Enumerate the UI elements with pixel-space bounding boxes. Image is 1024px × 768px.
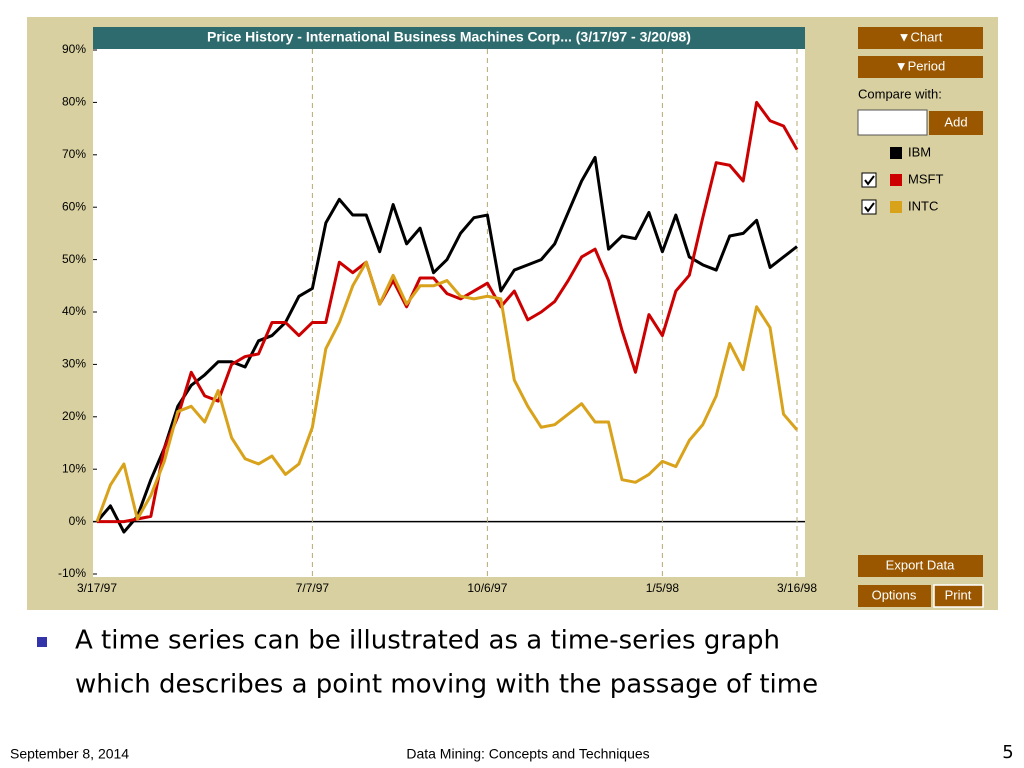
x-tick-label: 1/5/98 (646, 581, 680, 595)
compare-input[interactable] (857, 109, 928, 136)
print-button[interactable] (933, 584, 984, 608)
footer-title: Data Mining: Concepts and Techniques (406, 746, 649, 762)
footer-date: September 8, 2014 (10, 746, 129, 762)
y-tick-label: -10% (58, 566, 86, 580)
y-tick-label: 60% (62, 199, 86, 213)
y-tick-label: 10% (62, 461, 86, 475)
export-button[interactable] (858, 555, 983, 577)
title-bar (93, 27, 805, 49)
y-tick-label: 70% (62, 147, 86, 161)
y-tick-label: 90% (62, 42, 86, 56)
y-tick-label: 20% (62, 409, 86, 423)
legend-label: MSFT (908, 171, 943, 186)
x-tick-label: 3/16/98 (777, 581, 817, 595)
y-tick-label: 50% (62, 252, 86, 266)
x-tick-label: 10/6/97 (467, 581, 507, 595)
options-button[interactable] (858, 585, 931, 607)
y-tick-label: 40% (62, 304, 86, 318)
y-tick-label: 80% (62, 95, 86, 109)
period-button-label[interactable]: ▼Period (895, 58, 945, 73)
y-tick-label: 30% (62, 357, 86, 371)
page-number: 5 (1002, 742, 1013, 763)
add-button[interactable] (929, 111, 983, 135)
legend-label: INTC (908, 198, 938, 213)
bullet-text: A time series can be illustrated as a ti… (75, 626, 780, 656)
x-tick-label: 3/17/97 (77, 581, 117, 595)
print-button-label[interactable]: Print (945, 587, 972, 602)
bullet-text: which describes a point moving with the … (75, 670, 818, 700)
legend-swatch (890, 174, 902, 186)
options-button-label[interactable]: Options (872, 587, 917, 602)
legend-swatch (890, 201, 902, 213)
chart-title: Price History - International Business M… (207, 29, 691, 45)
bullet-marker (37, 637, 47, 647)
legend-checkbox[interactable] (861, 172, 877, 188)
legend-label: IBM (908, 144, 931, 159)
series-line (95, 155, 798, 534)
chart-button-label[interactable]: ▼Chart (898, 29, 943, 44)
checkmark (864, 202, 875, 213)
chart-button[interactable] (858, 27, 983, 49)
compare-label: Compare with: (858, 86, 942, 101)
period-button[interactable] (858, 56, 983, 78)
add-button-label[interactable]: Add (944, 114, 967, 129)
x-tick-label: 7/7/97 (296, 581, 330, 595)
y-tick-label: 0% (69, 514, 87, 528)
series-line (95, 260, 799, 523)
export-button-label[interactable]: Export Data (886, 557, 955, 572)
plot-area (93, 27, 805, 577)
legend-swatch (890, 147, 902, 159)
checkmark (864, 175, 875, 186)
legend-checkbox[interactable] (861, 199, 877, 215)
